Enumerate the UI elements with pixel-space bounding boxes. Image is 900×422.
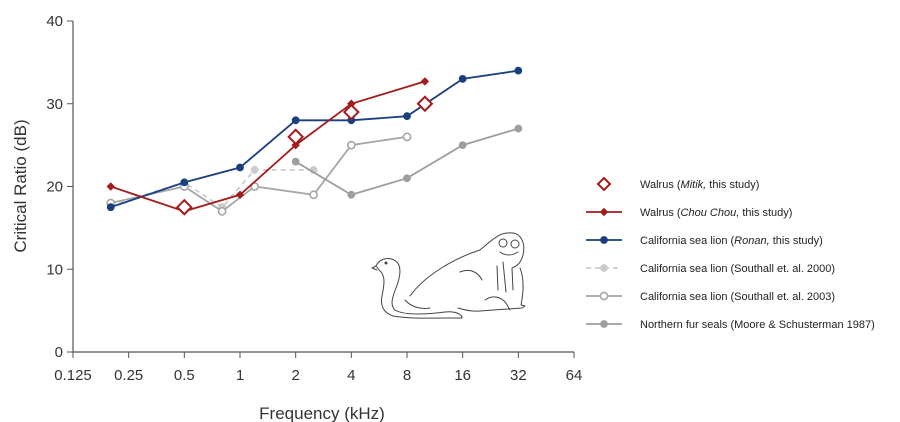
data-point	[416, 95, 434, 113]
data-point	[458, 141, 467, 150]
x-tick-label: 0.125	[54, 367, 92, 384]
x-tick-label: 64	[566, 367, 583, 384]
x-tick-label: 8	[403, 367, 411, 384]
y-tick-label: 0	[55, 344, 63, 361]
data-point	[458, 75, 467, 83]
data-point	[175, 198, 193, 216]
data-point	[217, 206, 227, 216]
legend: Walrus (Mitik, this study)Walrus (Chou C…	[586, 176, 875, 331]
series-5	[291, 124, 523, 199]
legend-item-5: Northern fur seals (Moore & Schusterman …	[586, 319, 875, 331]
data-point	[346, 140, 356, 150]
legend-item-2: California sea lion (Ronan, this study)	[586, 235, 823, 247]
x-tick-label: 4	[347, 367, 355, 384]
legend-label: California sea lion (Southall et. al. 20…	[640, 263, 835, 275]
y-axis-title: Critical Ratio (dB)	[11, 119, 30, 252]
data-point	[347, 190, 356, 199]
legend-label-part: Chou Chou,	[681, 207, 740, 219]
plot-area: 0 10 20 30 40 0.125 0.25 0.5 1 2 4 8 16 32 64 Frequen…	[11, 13, 582, 422]
legend-label: Northern fur seals (Moore & Schusterman …	[640, 319, 875, 331]
legend-label-part: this study)	[706, 179, 759, 191]
legend-label: Walrus (Mitik, this study)	[640, 179, 759, 191]
data-point	[600, 236, 608, 244]
y-tick-labels: 0 10 20 30 40	[46, 13, 73, 361]
data-point	[342, 103, 360, 121]
data-point	[106, 182, 115, 191]
data-point	[599, 291, 609, 301]
walrus-and-sea-lion-drawing	[371, 232, 526, 319]
y-tick-label: 30	[46, 96, 63, 113]
legend-label-part: California sea lion (Southall et. al. 20…	[640, 263, 835, 275]
series-1	[106, 77, 430, 216]
data-point	[180, 178, 189, 187]
legend-label-part: Mitik,	[681, 179, 707, 191]
series-0	[175, 95, 434, 216]
legend-item-1: Walrus (Chou Chou, this study)	[586, 207, 792, 219]
legend-label-part: Northern fur seals (Moore & Schusterman …	[640, 319, 875, 331]
series-layer	[106, 66, 523, 216]
legend-label-part: California sea lion (	[640, 235, 734, 247]
series-line	[110, 135, 408, 213]
data-point	[235, 190, 245, 199]
x-tick-label: 2	[291, 367, 299, 384]
x-tick-label: 1	[236, 367, 244, 384]
legend-item-3: California sea lion (Southall et. al. 20…	[586, 263, 835, 275]
series-line	[110, 168, 314, 209]
data-point	[309, 190, 318, 200]
data-point	[596, 176, 612, 192]
data-point	[291, 116, 300, 125]
legend-label: California sea lion (Ronan, this study)	[640, 235, 823, 247]
data-point	[236, 163, 244, 172]
x-tick-label: 0.25	[114, 367, 143, 384]
y-tick-label: 20	[46, 179, 63, 196]
x-tick-label: 16	[454, 367, 471, 384]
y-tick-label: 10	[46, 261, 63, 278]
data-point	[402, 132, 412, 142]
legend-item-0: Walrus (Mitik, this study)	[596, 176, 759, 192]
x-tick-labels: 0.125 0.25 0.5 1 2 4 8 16 32 64	[54, 352, 582, 384]
x-tick-label: 0.5	[174, 367, 195, 384]
legend-label-part: this study)	[739, 207, 792, 219]
data-point	[403, 112, 411, 121]
legend-label-part: this study)	[770, 235, 823, 247]
series-2	[106, 66, 523, 212]
data-point	[600, 264, 608, 272]
data-point	[420, 77, 430, 86]
legend-label-part: California sea lion (Southall et. al. 20…	[640, 291, 835, 303]
x-axis-title: Frequency (kHz)	[259, 404, 385, 422]
data-point	[514, 66, 523, 75]
data-point	[291, 157, 300, 166]
legend-item-4: California sea lion (Southall et. al. 20…	[586, 291, 835, 303]
data-point	[403, 174, 411, 183]
data-point	[599, 207, 609, 217]
series-line	[110, 69, 519, 209]
legend-label-part: Walrus (	[640, 179, 681, 191]
data-point	[287, 128, 305, 146]
legend-label-part: Ronan,	[734, 235, 769, 247]
series-4	[106, 132, 412, 216]
data-point	[600, 320, 608, 328]
legend-label: California sea lion (Southall et. al. 20…	[640, 291, 835, 303]
x-tick-label: 32	[510, 367, 527, 384]
legend-label: Walrus (Chou Chou, this study)	[640, 207, 792, 219]
data-point	[106, 203, 115, 212]
data-point	[514, 124, 523, 133]
data-point	[250, 166, 259, 174]
series-line	[110, 80, 426, 213]
legend-label-part: Walrus (	[640, 207, 681, 219]
y-tick-label: 40	[46, 13, 63, 30]
